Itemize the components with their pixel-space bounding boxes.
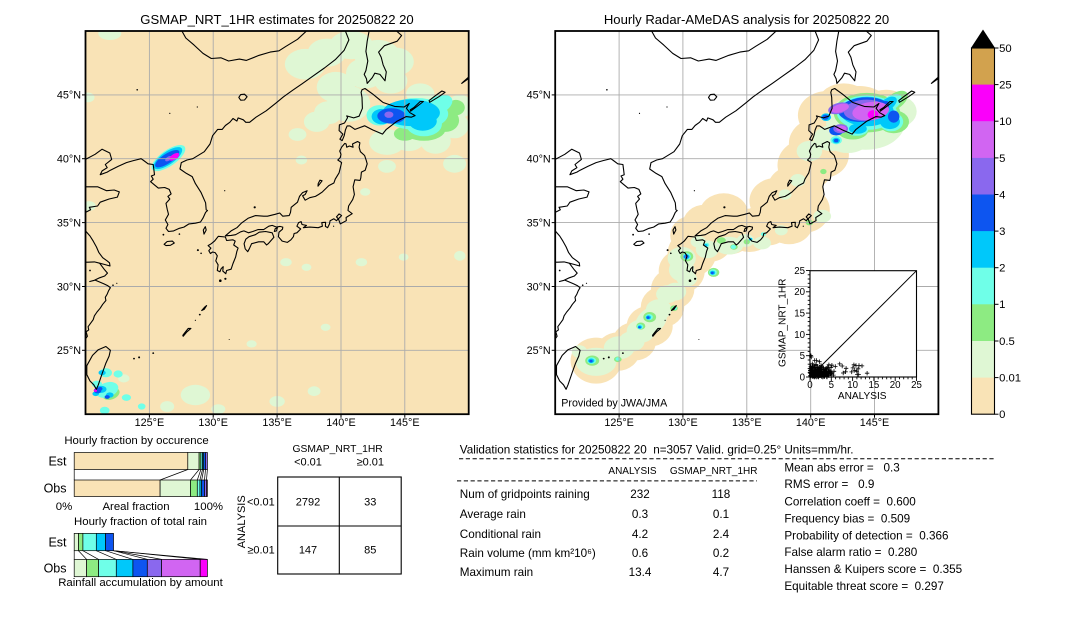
svg-text:145°E: 145°E bbox=[860, 417, 890, 429]
svg-text:25: 25 bbox=[794, 266, 805, 277]
svg-text:Validation statistics for 2025: Validation statistics for 20250822 20 n=… bbox=[460, 443, 854, 456]
svg-text:5: 5 bbox=[800, 351, 805, 362]
svg-text:RMS error = 0.9: RMS error = 0.9 bbox=[784, 478, 874, 491]
svg-text:4.2: 4.2 bbox=[632, 528, 648, 541]
svg-text:35°N: 35°N bbox=[527, 217, 551, 229]
svg-text:25: 25 bbox=[999, 80, 1012, 92]
svg-text:145°E: 145°E bbox=[390, 417, 420, 429]
svg-text:Hanssen & Kuipers score = 0.3: Hanssen & Kuipers score = 0.355 bbox=[784, 563, 962, 576]
svg-text:40°N: 40°N bbox=[527, 154, 551, 166]
svg-text:140°E: 140°E bbox=[796, 417, 826, 429]
svg-text:45°N: 45°N bbox=[57, 90, 81, 102]
svg-text:0.3: 0.3 bbox=[632, 508, 648, 521]
svg-text:20: 20 bbox=[890, 380, 901, 391]
svg-text:10: 10 bbox=[847, 380, 858, 391]
svg-text:10: 10 bbox=[794, 330, 805, 341]
svg-text:125°E: 125°E bbox=[135, 417, 165, 429]
svg-text:0.01: 0.01 bbox=[999, 373, 1021, 385]
svg-text:13.4: 13.4 bbox=[629, 566, 652, 579]
svg-text:<0.01: <0.01 bbox=[247, 497, 275, 509]
svg-text:≥0.01: ≥0.01 bbox=[357, 457, 384, 469]
svg-text:118: 118 bbox=[712, 488, 731, 501]
svg-text:Num of gridpoints raining: Num of gridpoints raining bbox=[460, 488, 590, 501]
svg-text:15: 15 bbox=[794, 309, 805, 320]
svg-text:Frequency bias = 0.509: Frequency bias = 0.509 bbox=[784, 513, 910, 526]
svg-text:140°E: 140°E bbox=[326, 417, 356, 429]
svg-text:40°N: 40°N bbox=[57, 154, 81, 166]
svg-text:0: 0 bbox=[807, 380, 813, 391]
svg-text:Probability of detection = 0.: Probability of detection = 0.366 bbox=[784, 529, 948, 542]
svg-text:Hourly Radar-AMeDAS analysis f: Hourly Radar-AMeDAS analysis for 2025082… bbox=[604, 12, 889, 27]
svg-text:30°N: 30°N bbox=[57, 281, 81, 293]
svg-text:1: 1 bbox=[999, 299, 1005, 311]
svg-text:25: 25 bbox=[911, 380, 922, 391]
svg-text:2: 2 bbox=[999, 263, 1005, 275]
svg-text:Hourly fraction of total rain: Hourly fraction of total rain bbox=[74, 516, 207, 528]
svg-text:3: 3 bbox=[999, 226, 1005, 238]
svg-text:<0.01: <0.01 bbox=[294, 457, 322, 469]
svg-text:5: 5 bbox=[999, 153, 1005, 165]
svg-text:Equitable threat score = 0.29: Equitable threat score = 0.297 bbox=[784, 580, 944, 593]
svg-text:Est: Est bbox=[48, 536, 67, 550]
svg-text:4: 4 bbox=[999, 189, 1005, 201]
svg-text:Provided by JWA/JMA: Provided by JWA/JMA bbox=[561, 398, 668, 410]
svg-text:0.5: 0.5 bbox=[999, 336, 1015, 348]
svg-text:ANALYSIS: ANALYSIS bbox=[236, 495, 248, 548]
svg-text:0.6: 0.6 bbox=[632, 547, 648, 560]
svg-text:0.2: 0.2 bbox=[713, 547, 729, 560]
svg-text:25°N: 25°N bbox=[527, 345, 551, 357]
svg-text:4.7: 4.7 bbox=[713, 566, 729, 579]
svg-text:0: 0 bbox=[999, 409, 1005, 421]
svg-text:ANALYSIS: ANALYSIS bbox=[838, 391, 887, 402]
svg-text:GSMAP_NRT_1HR: GSMAP_NRT_1HR bbox=[292, 444, 382, 455]
svg-text:147: 147 bbox=[299, 545, 317, 557]
svg-text:15: 15 bbox=[869, 380, 880, 391]
svg-text:Correlation coeff = 0.600: Correlation coeff = 0.600 bbox=[784, 495, 916, 508]
svg-text:Conditional rain: Conditional rain bbox=[460, 528, 541, 541]
svg-text:35°N: 35°N bbox=[57, 217, 81, 229]
svg-text:10: 10 bbox=[999, 116, 1012, 128]
svg-text:2792: 2792 bbox=[296, 497, 320, 509]
svg-text:Hourly fraction by occurence: Hourly fraction by occurence bbox=[64, 435, 208, 447]
svg-text:0: 0 bbox=[800, 372, 806, 383]
svg-text:100%: 100% bbox=[194, 501, 223, 513]
svg-text:ANALYSIS: ANALYSIS bbox=[608, 466, 656, 477]
svg-text:5: 5 bbox=[829, 380, 834, 391]
svg-text:33: 33 bbox=[364, 497, 376, 509]
svg-text:Mean abs error = 0.3: Mean abs error = 0.3 bbox=[784, 462, 899, 475]
svg-text:50: 50 bbox=[999, 43, 1012, 55]
svg-text:Average rain: Average rain bbox=[460, 508, 526, 521]
svg-text:0.1: 0.1 bbox=[713, 508, 729, 521]
svg-text:Est: Est bbox=[48, 455, 67, 469]
svg-text:GSMAP_NRT_1HR estimates for 20: GSMAP_NRT_1HR estimates for 20250822 20 bbox=[140, 12, 413, 27]
svg-text:130°E: 130°E bbox=[668, 417, 698, 429]
svg-text:GSMAP_NRT_1HR: GSMAP_NRT_1HR bbox=[778, 279, 789, 367]
svg-text:85: 85 bbox=[364, 545, 376, 557]
svg-text:130°E: 130°E bbox=[198, 417, 228, 429]
svg-text:30°N: 30°N bbox=[527, 281, 551, 293]
svg-text:≥0.01: ≥0.01 bbox=[247, 545, 274, 557]
svg-text:Rain volume (mm km²10⁶): Rain volume (mm km²10⁶) bbox=[460, 547, 596, 560]
svg-text:135°E: 135°E bbox=[262, 417, 292, 429]
svg-text:135°E: 135°E bbox=[732, 417, 762, 429]
svg-text:False alarm ratio = 0.280: False alarm ratio = 0.280 bbox=[784, 546, 917, 559]
svg-text:25°N: 25°N bbox=[57, 345, 81, 357]
svg-text:0%: 0% bbox=[56, 501, 72, 513]
svg-text:2.4: 2.4 bbox=[713, 528, 730, 541]
svg-text:GSMAP_NRT_1HR: GSMAP_NRT_1HR bbox=[670, 466, 758, 477]
svg-text:20: 20 bbox=[794, 287, 805, 298]
svg-text:Obs: Obs bbox=[44, 482, 67, 496]
svg-text:Obs: Obs bbox=[44, 562, 67, 576]
svg-text:Maximum rain: Maximum rain bbox=[460, 566, 533, 579]
svg-text:232: 232 bbox=[630, 488, 650, 501]
svg-text:Areal fraction: Areal fraction bbox=[102, 501, 169, 513]
svg-text:Rainfall accumulation by amoun: Rainfall accumulation by amount bbox=[58, 577, 223, 589]
svg-text:45°N: 45°N bbox=[527, 90, 551, 102]
svg-text:125°E: 125°E bbox=[604, 417, 634, 429]
